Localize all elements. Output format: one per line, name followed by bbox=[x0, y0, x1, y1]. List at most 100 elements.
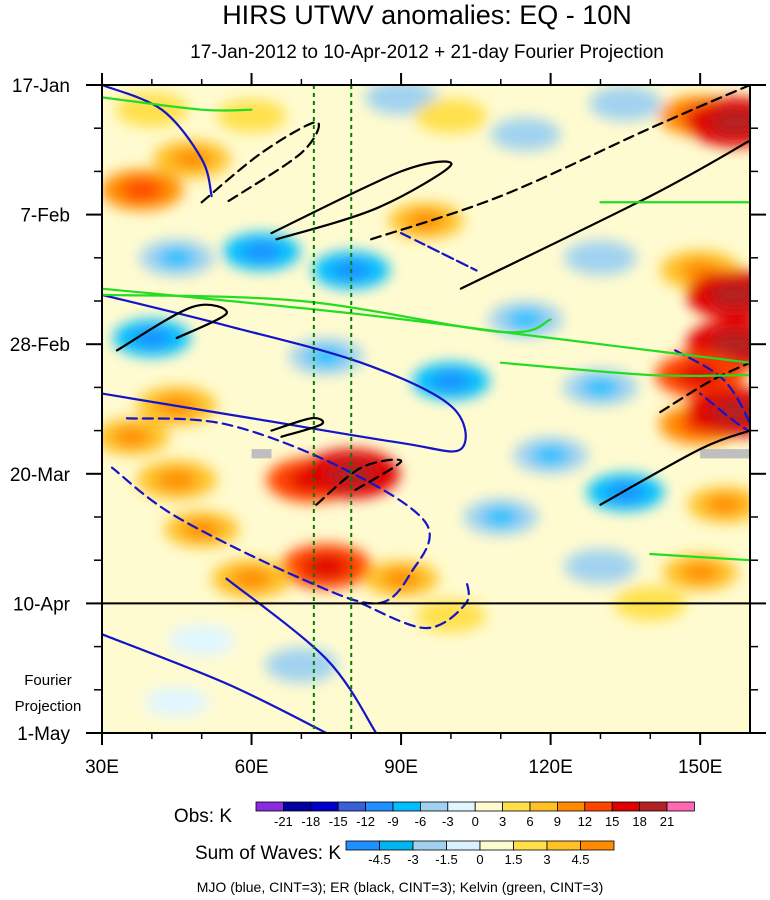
colorbar-swatch bbox=[345, 840, 380, 851]
colorbar-swatch bbox=[557, 801, 586, 812]
footer-legend: MJO (blue, CINT=3); ER (black, CINT=3); … bbox=[197, 879, 604, 895]
anomaly-blob-core bbox=[507, 309, 545, 330]
obs-colorbar: -21 -18 -15 -12 -9 -6 -3 0 3 6 9 12 15 18 21 bbox=[255, 801, 695, 829]
anomaly-blob bbox=[564, 240, 637, 276]
colorbar-swatch bbox=[513, 840, 548, 851]
colorbar-swatch bbox=[546, 840, 581, 851]
colorbar-tick-label: 15 bbox=[605, 814, 619, 829]
anomaly-blob bbox=[564, 549, 637, 584]
anomaly-blob-core bbox=[482, 507, 520, 527]
colorbar-tick-label: -12 bbox=[356, 814, 375, 829]
colorbar-swatch bbox=[337, 801, 367, 812]
anomaly-blob-core bbox=[157, 469, 197, 491]
anomaly-blob-core bbox=[431, 371, 471, 392]
colorbar-swatch bbox=[282, 801, 312, 812]
anomaly-blob bbox=[144, 687, 210, 718]
mjo-contour bbox=[360, 577, 470, 630]
waves-colorbar: -4.5 -3 -1.5 0 1.5 3 4.5 bbox=[345, 840, 615, 867]
er-contour bbox=[200, 120, 320, 204]
anomaly-blob-core bbox=[382, 569, 420, 589]
colorbar-tick-label: 0 bbox=[476, 852, 483, 867]
colorbar-swatch bbox=[479, 840, 514, 851]
y-tick-label: 17-Jan bbox=[12, 76, 70, 97]
missing-data-patch bbox=[700, 449, 750, 459]
colorbar-tick-label: -3 bbox=[407, 852, 419, 867]
colorbar-tick-label: 18 bbox=[632, 814, 646, 829]
anomaly-blob-core bbox=[711, 331, 750, 358]
anomaly-blob bbox=[216, 99, 287, 133]
mjo-contour bbox=[399, 232, 478, 272]
kelvin-contour bbox=[499, 361, 750, 378]
colorbar-tick-label: 6 bbox=[526, 814, 533, 829]
colorbar-swatch bbox=[529, 801, 558, 812]
er-contour bbox=[370, 85, 750, 241]
colorbar-tick-label: 21 bbox=[660, 814, 674, 829]
x-tick-label: 90E bbox=[384, 757, 418, 778]
mjo-contour bbox=[102, 85, 213, 198]
anomaly-blob-core bbox=[304, 554, 349, 579]
anomaly-blob-core bbox=[606, 482, 645, 503]
anomaly-blob-core bbox=[231, 568, 272, 590]
anomaly-blob-core bbox=[327, 460, 376, 487]
plot-frame bbox=[101, 84, 751, 734]
missing-data-patch bbox=[251, 449, 272, 459]
mjo-contour bbox=[225, 577, 378, 733]
colorbar-tick-label: 1.5 bbox=[504, 852, 522, 867]
colorbar-tick-label: 3 bbox=[543, 852, 550, 867]
anomaly-field bbox=[102, 85, 750, 718]
colorbar-swatch bbox=[584, 801, 613, 812]
chart-title: HIRS UTWV anomalies: EQ - 10N bbox=[222, 0, 632, 30]
anomaly-blob-core bbox=[681, 562, 719, 583]
x-tick-label: 120E bbox=[528, 757, 572, 778]
er-contour bbox=[315, 458, 403, 506]
anomaly-blob bbox=[416, 599, 486, 633]
reference-lines bbox=[312, 85, 353, 733]
anomaly-blob-core bbox=[113, 427, 151, 447]
plot-area bbox=[102, 85, 750, 733]
anomaly-blob-core bbox=[307, 346, 345, 367]
anomaly-blob bbox=[414, 98, 488, 134]
mjo-contour bbox=[102, 633, 328, 733]
colorbar-tick-label: -21 bbox=[274, 814, 293, 829]
anomaly-blob-core bbox=[132, 328, 171, 349]
colorbar-tick-label: -6 bbox=[415, 814, 427, 829]
anomaly-blob-core bbox=[158, 248, 196, 268]
anomaly-blob bbox=[443, 656, 509, 687]
anomaly-blob bbox=[667, 668, 733, 699]
waves-colorbar-label: Sum of Waves: K bbox=[195, 843, 341, 864]
anomaly-blob-core bbox=[172, 149, 211, 170]
colorbar-tick-label: 4.5 bbox=[571, 852, 589, 867]
er-contour bbox=[270, 160, 453, 241]
colorbar-swatch bbox=[474, 801, 504, 812]
colorbar-swatch bbox=[611, 801, 641, 812]
anomaly-blob bbox=[589, 86, 662, 121]
anomaly-blob-core bbox=[407, 211, 445, 231]
mjo-contour bbox=[674, 349, 750, 432]
er-contour bbox=[599, 429, 750, 506]
anomaly-blob-core bbox=[706, 495, 744, 515]
colorbar-swatch bbox=[580, 840, 615, 851]
anomaly-blob bbox=[168, 624, 236, 657]
anomaly-blob-core bbox=[581, 377, 620, 398]
colorbar-tick-label: -1.5 bbox=[435, 852, 457, 867]
colorbar-tick-label: -9 bbox=[387, 814, 399, 829]
colorbar-swatch bbox=[365, 801, 394, 812]
er-contour bbox=[659, 361, 750, 414]
y-tick-label: 7-Feb bbox=[20, 206, 70, 227]
colorbar-tick-label: 9 bbox=[554, 814, 561, 829]
colorbar-swatch bbox=[502, 801, 531, 812]
obs-colorbar-label: Obs: K bbox=[174, 806, 232, 827]
anomaly-blob-core bbox=[711, 281, 750, 308]
x-tick-label: 60E bbox=[235, 757, 269, 778]
anomaly-blob bbox=[364, 85, 438, 115]
forecast-label-line1: Fourier bbox=[24, 672, 72, 689]
forecast-label-line2: Projection bbox=[15, 698, 82, 715]
colorbar-swatch bbox=[666, 801, 695, 812]
anomaly-blob bbox=[115, 92, 188, 127]
y-tick-label: 1-May bbox=[17, 724, 70, 745]
kelvin-contour bbox=[102, 287, 750, 364]
y-tick-label: 28-Feb bbox=[10, 335, 70, 356]
anomaly-blob bbox=[543, 687, 608, 717]
x-tick-label: 150E bbox=[678, 757, 722, 778]
